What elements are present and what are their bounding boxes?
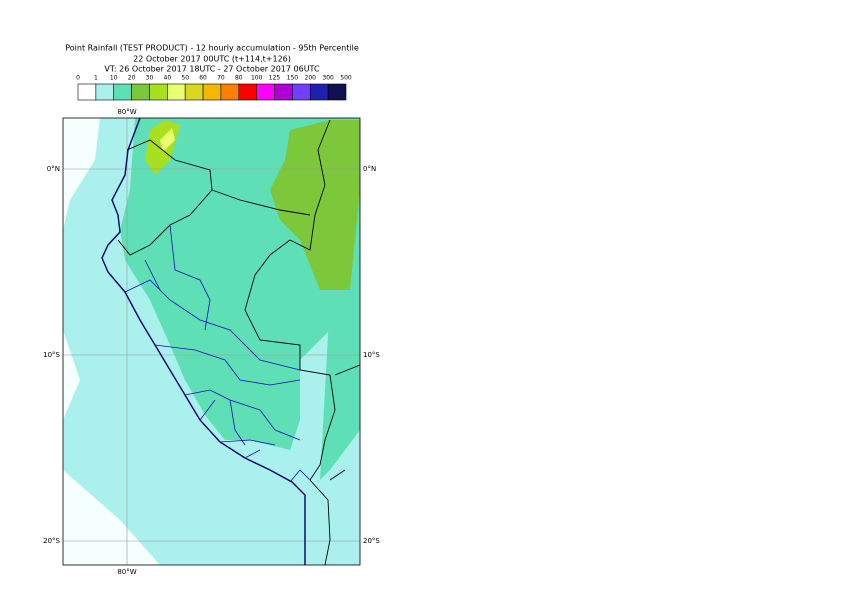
valid-time: VT: 26 October 2017 18UTC - 27 October 2… [104,65,320,74]
country-border [117,119,360,565]
base-time: 22 October 2017 00UTC (t+114,t+126) [133,55,291,64]
legend-swatch [131,83,150,101]
legend-swatch [184,83,204,101]
legend-label: 50 [181,75,189,82]
lon-label: 80°W [117,108,136,116]
legend-swatch [220,83,240,101]
dry-area [63,118,160,565]
legend-label: 0 [76,75,80,82]
legend: 0 1 10 20 30 40 50 60 70 80 100 125 150 200 300 500 [76,75,352,101]
legend-label: 40 [164,75,172,82]
legend-label: 30 [146,75,154,82]
legend-swatch [167,83,186,101]
legend-label: 70 [217,75,225,82]
legend-label: 125 [269,75,281,82]
rain-field [160,128,175,152]
lat-label: 20°S [43,537,60,545]
lat-label: 10°S [363,351,380,359]
lat-label: 0°N [363,165,376,173]
legend-label: 150 [287,75,299,82]
coastline [101,118,306,565]
legend-label: 100 [251,75,263,82]
legend-label: 500 [340,75,352,82]
lat-label: 0°N [47,165,60,173]
legend-swatch [309,83,329,101]
legend-label: 10 [110,75,118,82]
legend-swatch [256,83,275,101]
rain-field [320,290,360,480]
legend-label: 300 [322,75,334,82]
legend-label: 80 [235,75,243,82]
lat-label: 20°S [363,537,380,545]
map [63,118,360,565]
legend-swatch [95,83,115,101]
legend-label: 60 [199,75,207,82]
map-frame [62,117,361,566]
rain-field [205,380,300,450]
rain-field [270,120,360,290]
legend-swatch [202,83,222,101]
legend-label: 20 [128,75,136,82]
legend-swatch [274,83,293,101]
legend-swatch [327,83,347,101]
region-border [124,224,311,483]
legend-swatch [292,83,311,101]
lat-label: 10°S [43,351,60,359]
legend-swatch [238,83,257,101]
legend-label: 1 [94,75,98,82]
legend-label: 200 [305,75,317,82]
legend-swatch [149,83,168,101]
title: Point Rainfall (TEST PRODUCT) - 12 hourl… [65,44,359,53]
legend-swatch [77,83,97,101]
lon-label: 80°W [117,568,136,576]
legend-swatch [113,83,132,101]
